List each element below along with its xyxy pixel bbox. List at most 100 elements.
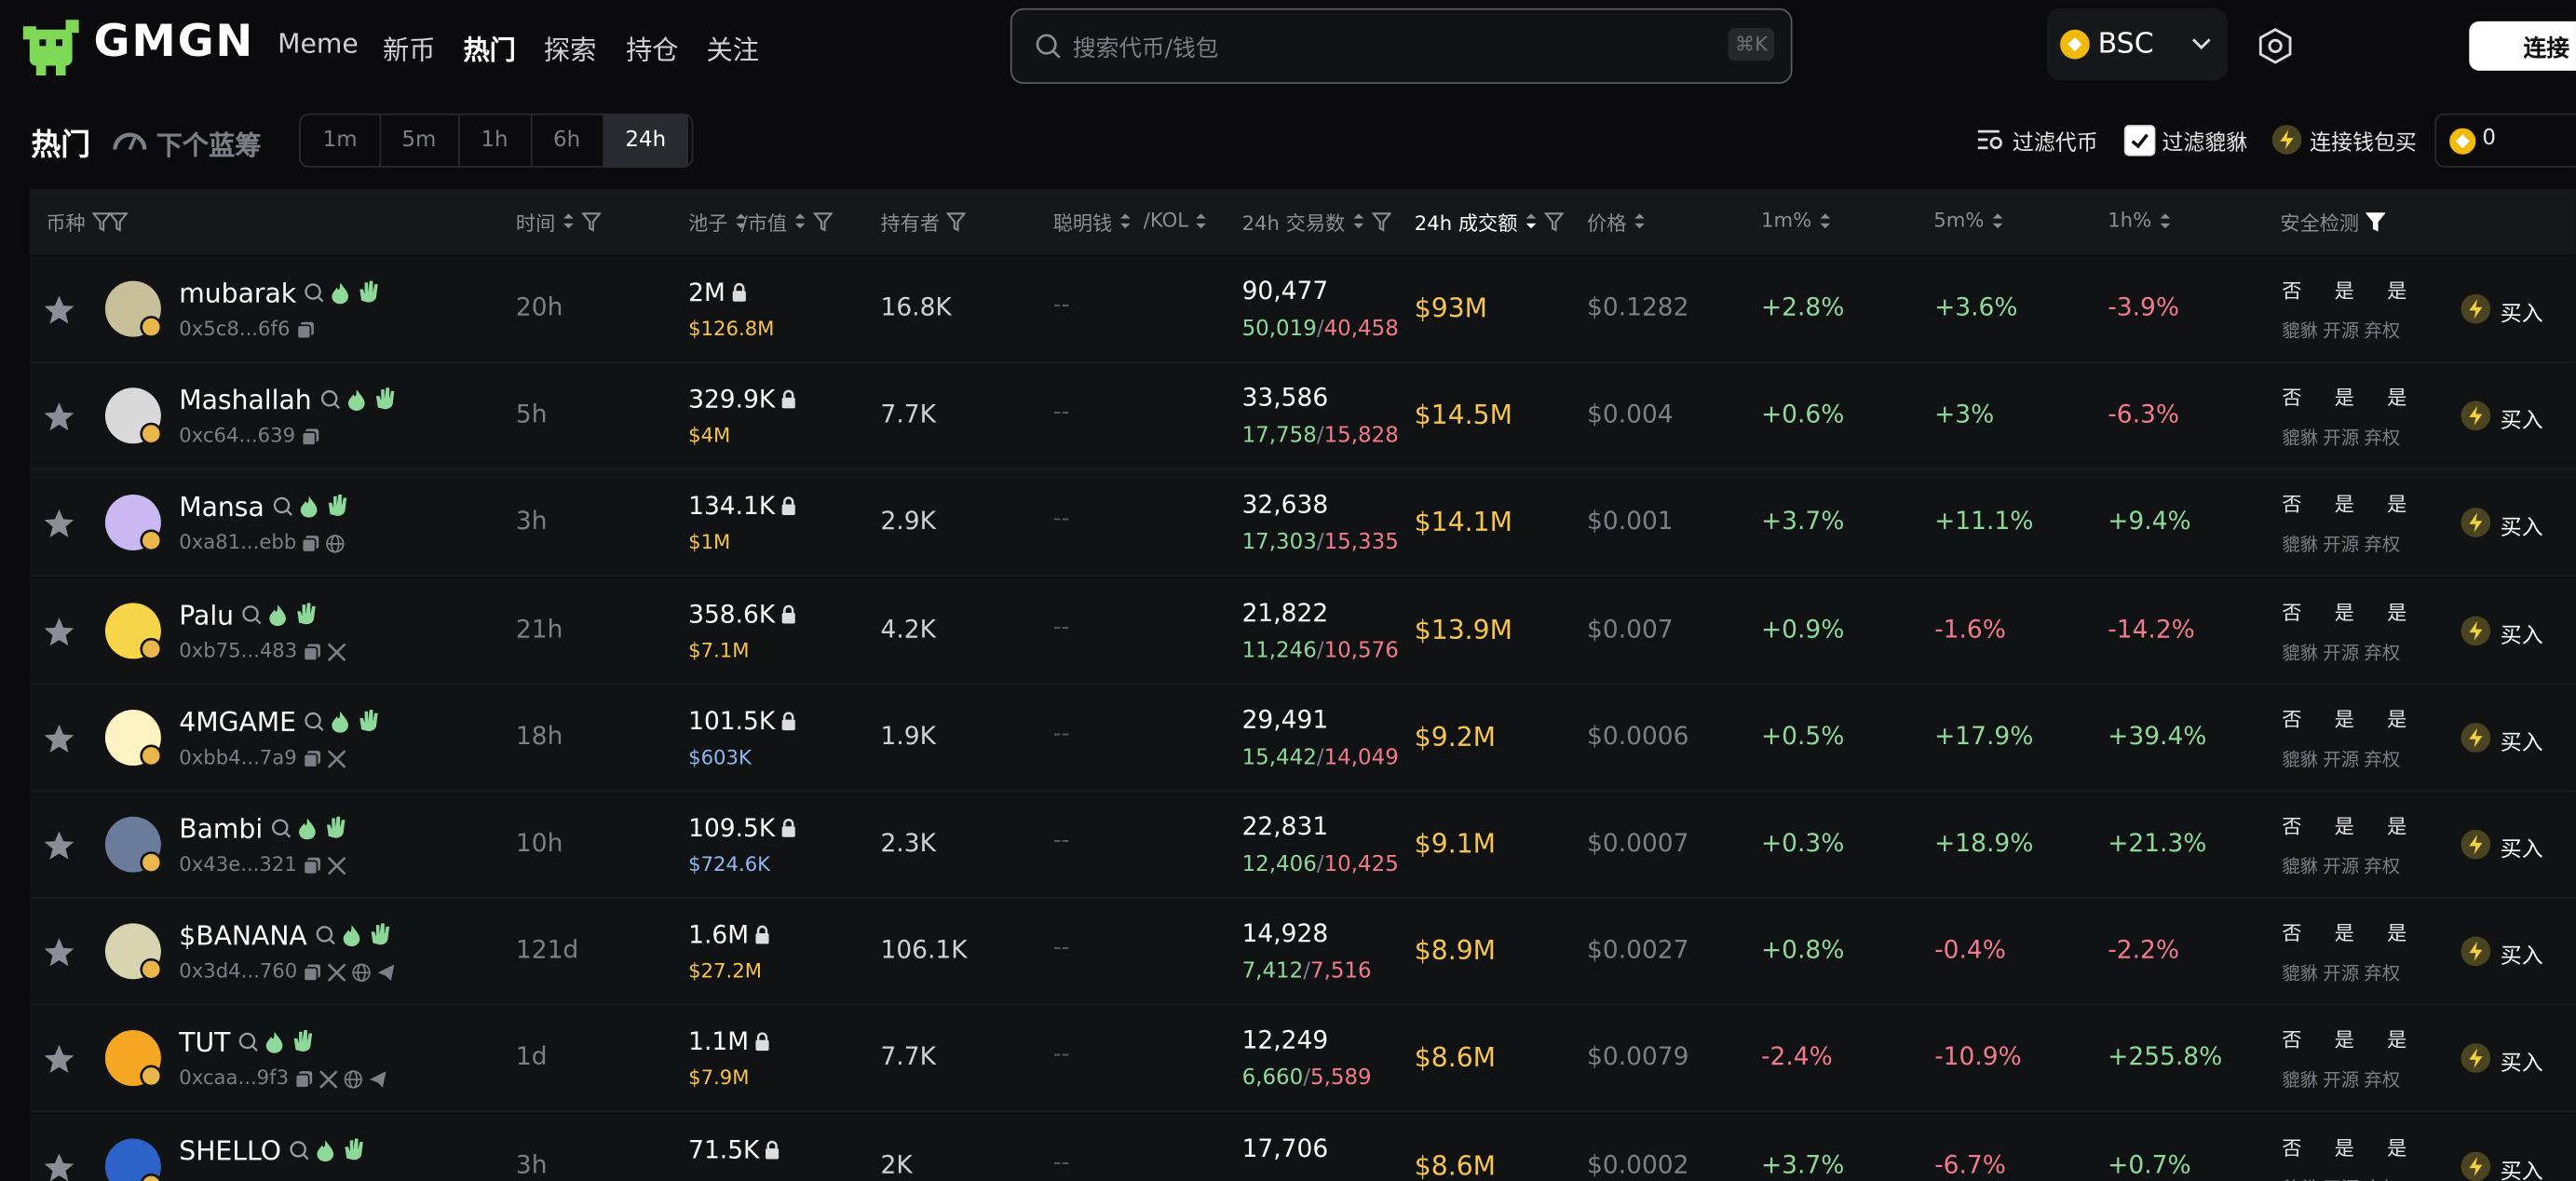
buy-button[interactable]: 买入 [2431, 606, 2576, 654]
hand-icon [291, 1029, 315, 1053]
filter-tokens[interactable]: 过滤代币 [2012, 131, 2098, 156]
table-row[interactable]: mubarak 0x5c8...6f6 20h 2M $126.8M 16.8K -- 90,… [29, 256, 2576, 363]
bolt-icon [2461, 615, 2491, 645]
connect-button[interactable]: 连接 [2469, 20, 2576, 71]
buy-label: 买入 [2500, 837, 2543, 863]
timeframe-tab[interactable]: 5m [379, 115, 460, 167]
nav-item[interactable]: 热门 [463, 34, 516, 66]
age: 1d [515, 1042, 548, 1072]
table-row[interactable]: TUT 0xcaa...9f3 1d 1.1M $7.9M 7.7K -- 12,249 6,6… [29, 1006, 2576, 1113]
nav-item[interactable]: 关注 [706, 34, 759, 66]
column-header[interactable]: 池子 [688, 211, 728, 236]
lock-icon [780, 818, 797, 837]
next-bluechip[interactable]: 下个蓝筹 [156, 129, 262, 161]
column-header[interactable]: 24h 交易数 [1241, 211, 1346, 236]
table-row[interactable]: $BANANA 0x3d4...760 121d 1.6M $27.2M 106.1K --… [29, 899, 2576, 1006]
column-header[interactable]: 安全检测 [2280, 211, 2360, 236]
nav-item[interactable]: 探索 [543, 34, 597, 66]
nav-item[interactable]: 新币 [383, 34, 436, 66]
buy-button[interactable]: 买入 [2431, 499, 2576, 547]
column-header[interactable]: 1m% [1761, 209, 1812, 232]
table-row[interactable]: Palu 0xb75...483 21h 358.6K $7.1M 4.2K -- 21,82… [29, 577, 2576, 685]
column-header[interactable]: 24h 成交额 [1414, 211, 1518, 236]
column-header[interactable]: /KOL [1143, 209, 1189, 232]
buy-button[interactable]: 买入 [2431, 713, 2576, 761]
txns: 17,706 [1241, 1133, 1329, 1163]
chain-select[interactable]: BSC [2046, 7, 2228, 81]
sort-icon [1351, 212, 1364, 230]
filter-icon [108, 212, 129, 232]
buys: 50,019 [1241, 317, 1317, 342]
favorite-star [43, 401, 75, 433]
table-row[interactable]: Mansa 0xa81...ebb 3h 134.1K $1M 2.9K -- 32,638 1… [29, 470, 2576, 577]
token-avatar [103, 387, 166, 449]
link-icon-copy [302, 856, 321, 876]
sells: 7,516 [1309, 959, 1372, 984]
volume: $9.1M [1414, 828, 1497, 860]
nav-item[interactable]: Meme [278, 27, 359, 60]
txns: 32,638 [1241, 490, 1329, 521]
safety-label: 开源 [2323, 319, 2360, 342]
buy-button[interactable]: 买入 [2431, 285, 2576, 333]
table-row[interactable]: 4MGAME 0xbb4...7a9 18h 101.5K $603K 1.9K -- 29,… [29, 685, 2576, 792]
token-avatar [103, 601, 166, 663]
timeframe-tab[interactable]: 1m [301, 115, 382, 167]
sort-icon [1990, 212, 2003, 230]
lock-icon [780, 604, 797, 623]
txns: 33,586 [1241, 383, 1329, 414]
safety-label: 开源 [2323, 1174, 2362, 1181]
table-row[interactable]: Bambi 0x43e...321 10h 109.5K $724.6K 2.3K -- 22… [29, 792, 2576, 899]
filter-honeypot[interactable]: 过滤貔貅 [2162, 131, 2248, 156]
safety-value: 是 [2334, 814, 2354, 838]
buy-button[interactable]: 买入 [2431, 1143, 2576, 1181]
search-box[interactable]: 搜索代币/钱包 ⌘K [1010, 7, 1793, 84]
honeypot-checkbox[interactable] [2123, 125, 2156, 156]
safety-label: 貔貅 [2282, 534, 2319, 556]
column-header[interactable]: 聪明钱 [1052, 211, 1113, 236]
fire-icon [331, 281, 350, 305]
safety-label: 貔貅 [2282, 856, 2319, 877]
search-icon [238, 1032, 259, 1052]
column-header[interactable]: 时间 [515, 211, 556, 236]
buy-button[interactable]: 买入 [2431, 1036, 2576, 1082]
holders: 16.8K [880, 292, 952, 322]
table-row[interactable]: Mashallah 0xc64...639 5h 329.9K $4M 7.7K -- 33,… [29, 363, 2576, 470]
lock-icon [730, 282, 747, 302]
link-icon-web [351, 963, 371, 983]
txn-separator: / [1316, 638, 1324, 663]
safety-value: 否 [2282, 493, 2302, 517]
safety-value: 否 [2282, 1028, 2302, 1052]
search-icon [273, 496, 292, 517]
column-header[interactable]: 5m% [1933, 209, 1985, 232]
search-icon [316, 925, 335, 945]
safety-label: 弃权 [2364, 427, 2401, 449]
column-header[interactable]: /市值 [740, 211, 788, 236]
buy-button[interactable]: 买入 [2431, 821, 2576, 868]
price: $0.0027 [1587, 935, 1689, 965]
timeframe-tab[interactable]: 1h [458, 115, 533, 167]
safety-value: 否 [2282, 707, 2302, 731]
safety-value: 是 [2334, 493, 2354, 517]
timeframe-tab[interactable]: 6h [531, 115, 605, 167]
sells: 5,589 [1309, 1066, 1372, 1092]
timeframe-tab[interactable]: 24h [603, 115, 689, 167]
favorite-star [43, 1044, 75, 1076]
table-row[interactable]: SHELLO 3h 71.5K 2K -- 17,706 $8.6M $0.0002 +3.7%… [29, 1113, 2576, 1181]
column-header[interactable]: 持有者 [880, 211, 941, 236]
buy-button[interactable]: 买入 [2431, 928, 2576, 975]
column-header[interactable]: 币种 [46, 211, 86, 236]
filter-icon [581, 212, 602, 232]
column-header[interactable]: 1h% [2108, 209, 2152, 232]
nav-item[interactable]: 持仓 [626, 34, 679, 66]
sort-icon [1195, 212, 1208, 230]
safety-label: 开源 [2323, 642, 2360, 663]
holders: 7.7K [880, 1042, 936, 1072]
change-m5: -0.4% [1934, 935, 2006, 965]
column-header[interactable]: 价格 [1587, 211, 1627, 236]
buy-button[interactable]: 买入 [2431, 392, 2576, 440]
quick-buy[interactable]: 连接钱包买 [2310, 131, 2417, 156]
pool: 109.5K [688, 813, 776, 843]
settings-icon[interactable] [2258, 28, 2292, 64]
filter-icon [813, 212, 834, 232]
quick-buy-input[interactable]: 0 [2434, 113, 2576, 168]
